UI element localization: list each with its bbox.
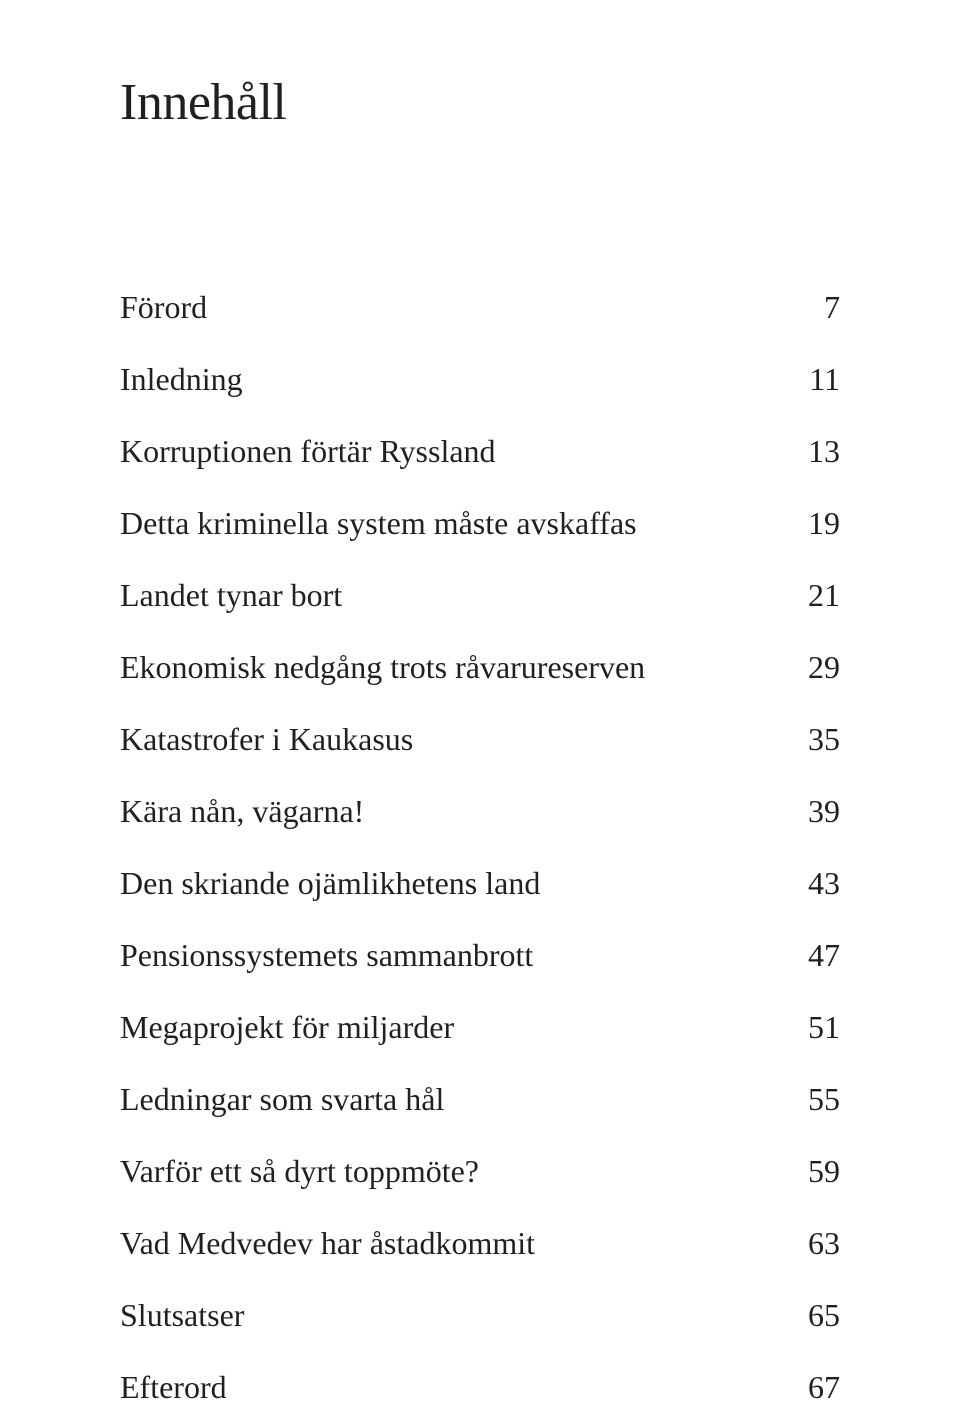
toc-entry-page: 51 bbox=[792, 1011, 840, 1043]
toc-entry-page: 29 bbox=[792, 651, 840, 683]
toc-row: Ekonomisk nedgång trots råvarureserven 2… bbox=[120, 651, 840, 683]
toc-entry-page: 63 bbox=[792, 1227, 840, 1259]
toc-row: Megaprojekt för miljarder 51 bbox=[120, 1011, 840, 1043]
toc-entry-label: Korruptionen förtär Ryssland bbox=[120, 435, 792, 467]
toc-entry-page: 65 bbox=[792, 1299, 840, 1331]
toc-entry-page: 11 bbox=[792, 363, 840, 395]
toc-entry-page: 7 bbox=[792, 291, 840, 323]
toc-entry-label: Varför ett så dyrt toppmöte? bbox=[120, 1155, 792, 1187]
toc-row: Katastrofer i Kaukasus 35 bbox=[120, 723, 840, 755]
toc-entry-page: 55 bbox=[792, 1083, 840, 1115]
toc-entry-label: Katastrofer i Kaukasus bbox=[120, 723, 792, 755]
toc-entry-label: Ledningar som svarta hål bbox=[120, 1083, 792, 1115]
toc-entry-page: 67 bbox=[792, 1371, 840, 1403]
toc-row: Landet tynar bort 21 bbox=[120, 579, 840, 611]
toc-row: Den skriande ojämlikhetens land 43 bbox=[120, 867, 840, 899]
toc-entry-page: 19 bbox=[792, 507, 840, 539]
toc-entry-label: Detta kriminella system måste avskaffas bbox=[120, 507, 792, 539]
toc-entry-label: Inledning bbox=[120, 363, 792, 395]
toc-entry-label: Landet tynar bort bbox=[120, 579, 792, 611]
toc-entry-label: Vad Medvedev har åstadkommit bbox=[120, 1227, 792, 1259]
toc-entry-label: Kära nån, vägarna! bbox=[120, 795, 792, 827]
toc-row: Kära nån, vägarna! 39 bbox=[120, 795, 840, 827]
toc-entry-page: 39 bbox=[792, 795, 840, 827]
toc-row: Pensionssystemets sammanbrott 47 bbox=[120, 939, 840, 971]
toc-entry-label: Pensionssystemets sammanbrott bbox=[120, 939, 792, 971]
toc-entry-page: 43 bbox=[792, 867, 840, 899]
toc-row: Inledning 11 bbox=[120, 363, 840, 395]
page-title: Innehåll bbox=[120, 74, 840, 131]
toc-row: Efterord 67 bbox=[120, 1371, 840, 1403]
toc-row: Slutsatser 65 bbox=[120, 1299, 840, 1331]
toc-entry-label: Slutsatser bbox=[120, 1299, 792, 1331]
toc-row: Vad Medvedev har åstadkommit 63 bbox=[120, 1227, 840, 1259]
toc-entry-page: 21 bbox=[792, 579, 840, 611]
toc-row: Korruptionen förtär Ryssland 13 bbox=[120, 435, 840, 467]
toc-entry-label: Megaprojekt för miljarder bbox=[120, 1011, 792, 1043]
toc-entry-label: Ekonomisk nedgång trots råvarureserven bbox=[120, 651, 792, 683]
toc-row: Ledningar som svarta hål 55 bbox=[120, 1083, 840, 1115]
toc-entry-page: 47 bbox=[792, 939, 840, 971]
toc-entry-page: 13 bbox=[792, 435, 840, 467]
toc-entry-page: 59 bbox=[792, 1155, 840, 1187]
toc-entry-label: Förord bbox=[120, 291, 792, 323]
toc-entry-page: 35 bbox=[792, 723, 840, 755]
toc-row: Detta kriminella system måste avskaffas … bbox=[120, 507, 840, 539]
toc-row: Varför ett så dyrt toppmöte? 59 bbox=[120, 1155, 840, 1187]
toc-entry-label: Efterord bbox=[120, 1371, 792, 1403]
toc-row: Förord 7 bbox=[120, 291, 840, 323]
table-of-contents: Förord 7 Inledning 11 Korruptionen förtä… bbox=[120, 291, 840, 1403]
toc-entry-label: Den skriande ojämlikhetens land bbox=[120, 867, 792, 899]
page: Innehåll Förord 7 Inledning 11 Korruptio… bbox=[0, 0, 960, 1405]
